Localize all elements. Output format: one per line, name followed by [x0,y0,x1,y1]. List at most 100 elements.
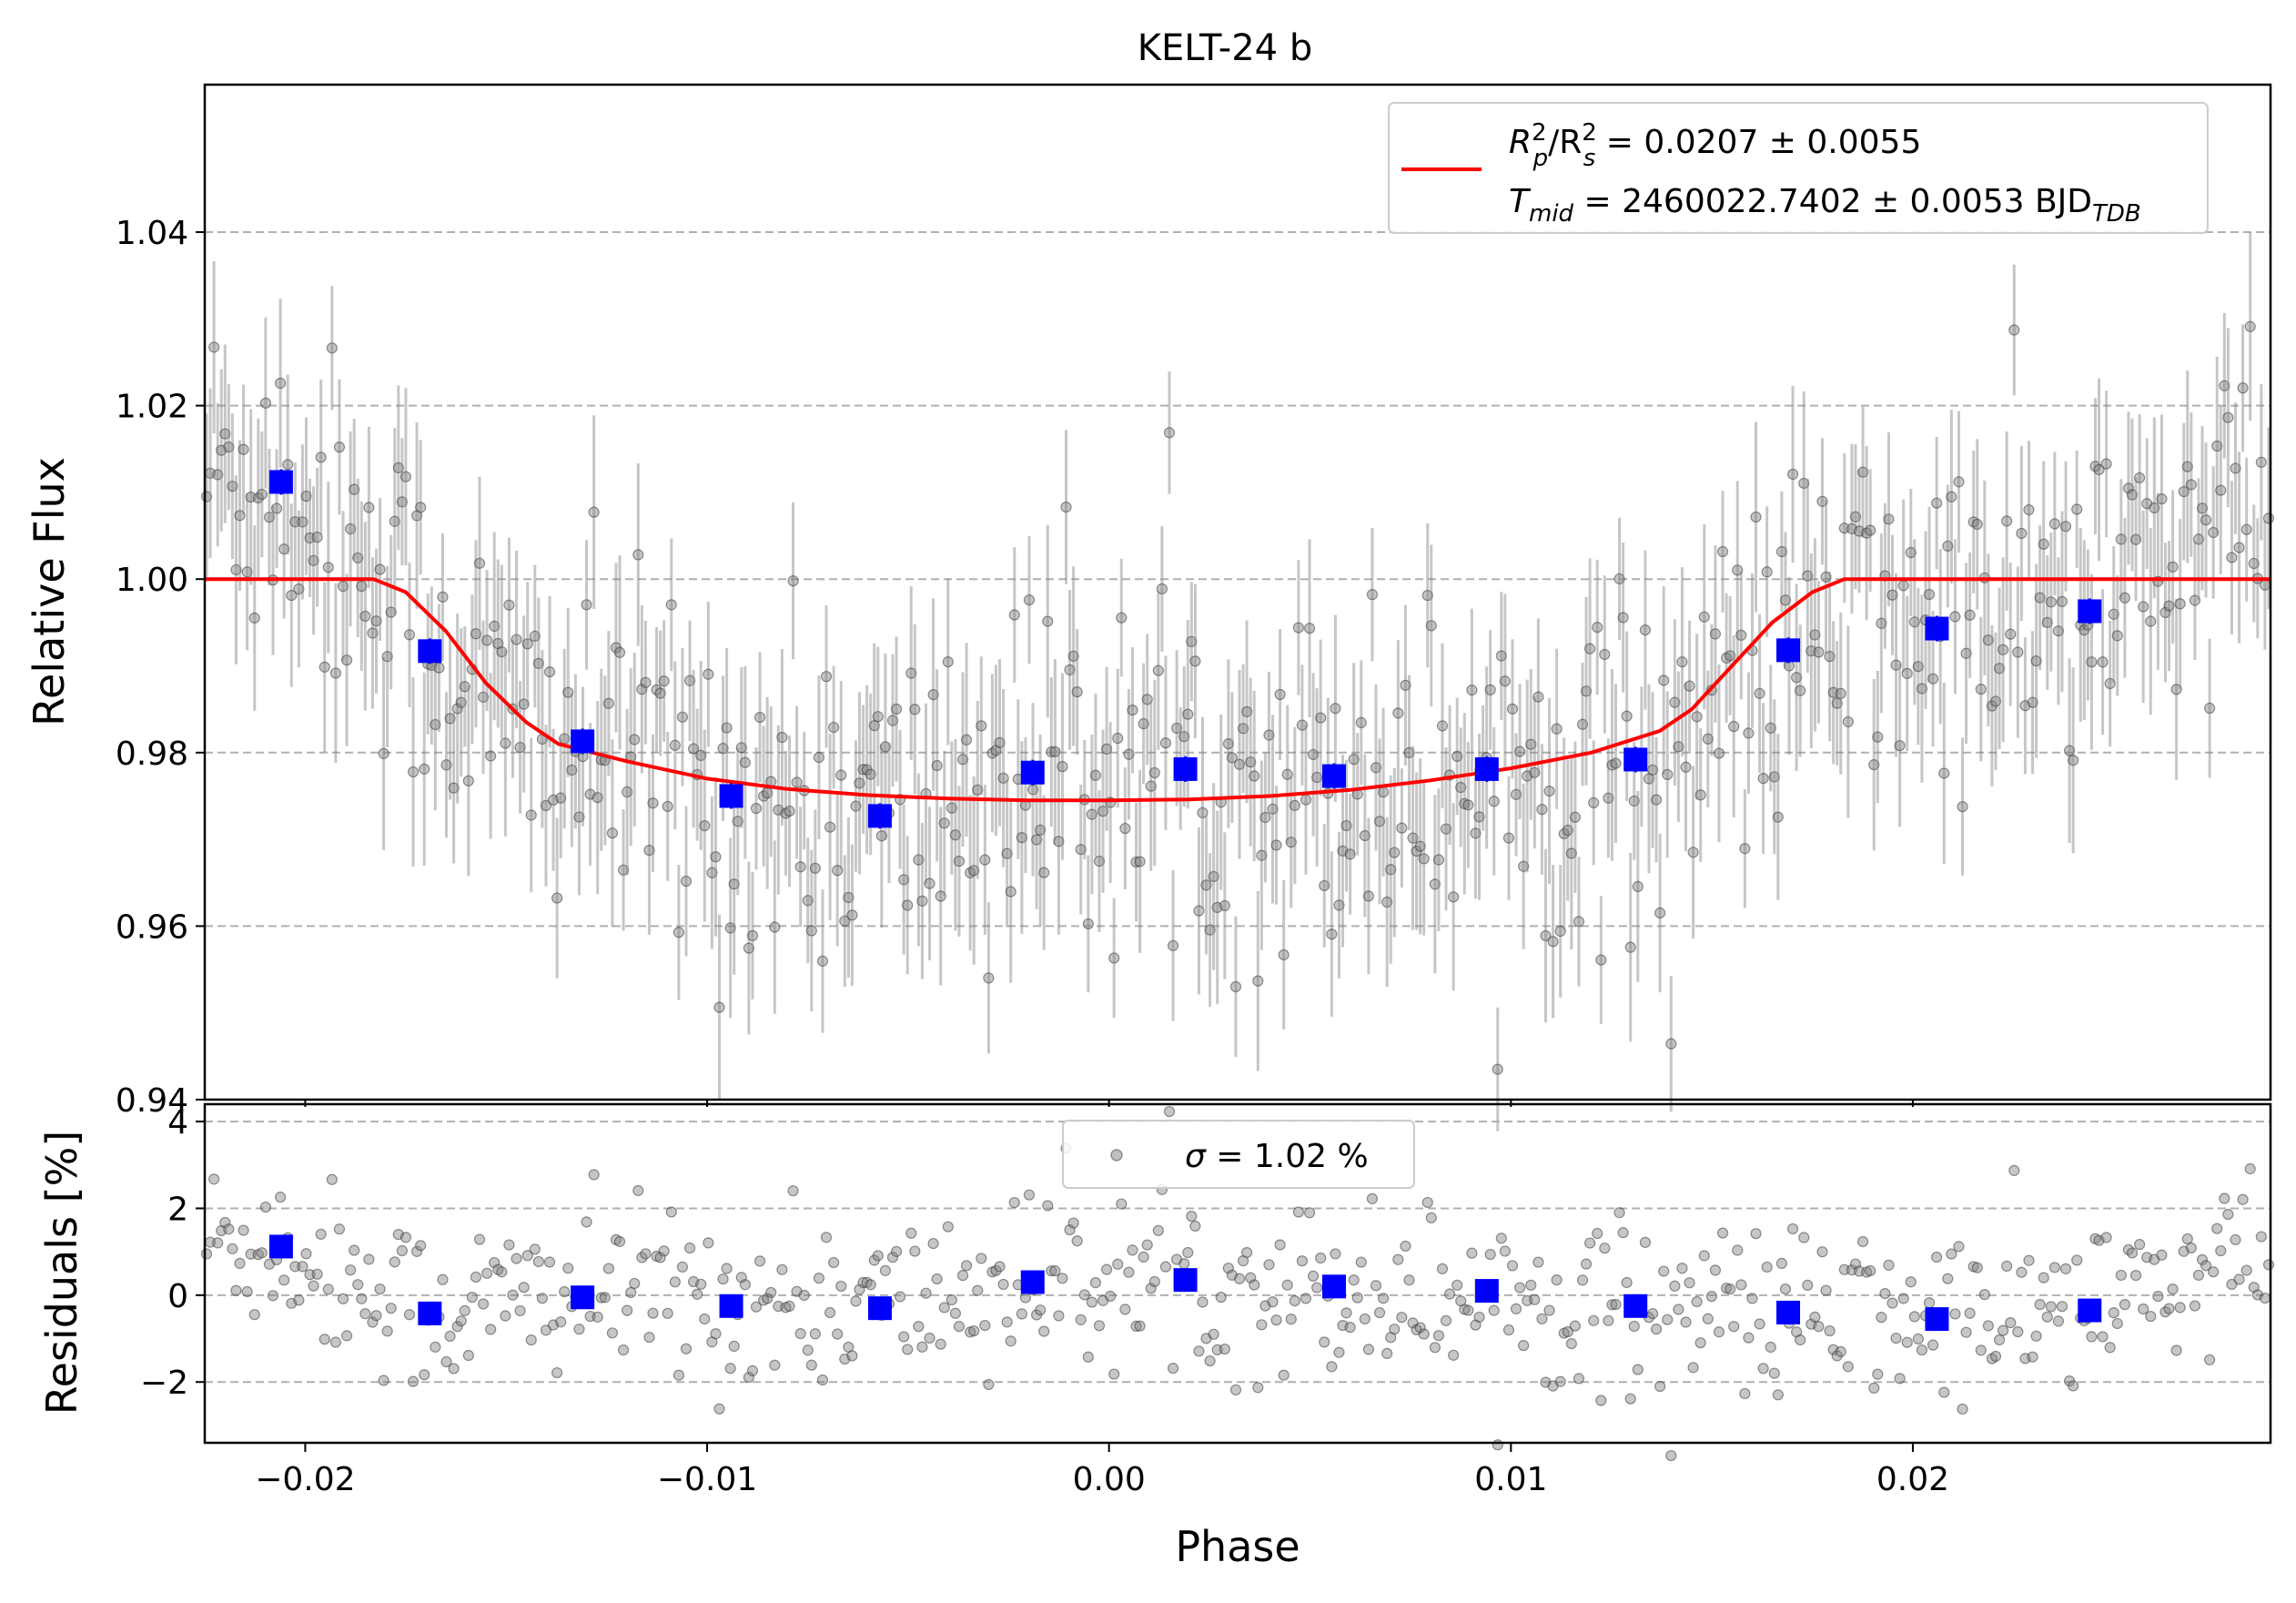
residual-point [1278,1369,1290,1381]
residual-point [1219,1343,1230,1355]
top-data-point [1573,916,1585,928]
residual-point [1311,1282,1323,1294]
residual-point [1606,1299,1618,1311]
top-data-point [2129,533,2142,545]
top-data-point [2233,542,2245,553]
top-data-point [1208,870,1219,883]
residual-point [1432,1330,1445,1342]
top-data-point [326,342,338,354]
residual-point [1938,1386,1950,1398]
top-data-point [319,661,330,673]
top-data-point [2059,521,2072,533]
residual-point [1448,1349,1460,1361]
legend-sigma-symbol: σ [1185,1138,1207,1175]
residual-point [640,1248,652,1260]
residual-point [1912,1333,1924,1344]
bottom-binned-point [1776,1300,1801,1324]
top-data-point [1908,616,1920,628]
residual-point [2152,1291,2164,1303]
residual-point [1307,1270,1320,1282]
top-data-point [1725,650,1736,662]
top-data-point [1123,748,1135,760]
residual-point [410,1245,423,1257]
top-data-point [1687,847,1699,858]
residual-point [1123,1266,1135,1278]
residual-point [1256,1319,1268,1331]
top-data-point [643,844,655,857]
top-data-point [1946,491,1957,502]
residual-point [466,1291,478,1304]
residual-point [894,1291,906,1303]
top-data-point [1049,746,1061,757]
residual-point [1414,1322,1426,1334]
residual-point [1178,1258,1190,1270]
top-data-point [983,972,995,984]
top-legend[interactable]: R2 p/R2 s = 0.0207 ± 0.0055 Tmid = 2460022… [1388,102,2209,234]
residual-point [931,1273,943,1285]
top-data-point [813,751,825,764]
residual-point [1270,1314,1282,1326]
residual-point [979,1319,991,1332]
legend-rp-rs-value: = 0.0207 ± 0.0055 [1595,124,1921,161]
residual-point [340,1330,353,1342]
top-data-point [1816,495,1828,507]
residual-point [1908,1311,1920,1323]
residual-point [378,1375,389,1386]
bottom-binned-point [867,1296,892,1321]
residual-point [1333,1346,1345,1358]
top-y-tick-label: 1.02 [116,389,188,426]
top-data-point [1883,513,1895,525]
top-data-point [1229,980,1242,993]
top-data-point [602,697,614,709]
top-data-point [459,681,470,693]
residual-point [1532,1256,1544,1268]
top-data-point [703,668,714,680]
top-data-point [1540,929,1552,942]
residual-point [721,1263,733,1274]
residual-point [746,1365,759,1376]
residual-point [743,1371,755,1384]
top-data-point [2181,461,2193,472]
residual-point [1713,1326,1725,1338]
top-data-point [865,768,876,780]
bottom-legend[interactable]: σ = 1.02 % [1062,1120,1415,1189]
residual-point [1355,1256,1367,1268]
bottom-x-tick-label: 0.00 [1073,1461,1146,1498]
residual-point [1856,1235,1869,1248]
residual-point [345,1264,357,1276]
top-data-point [1432,854,1445,866]
top-data-point [1820,571,1832,583]
residual-point [2138,1303,2149,1315]
residual-point [942,1221,954,1233]
top-data-point [2030,654,2042,667]
top-data-point [1624,941,1636,953]
top-data-point [573,811,585,823]
top-data-point [407,766,420,778]
bottom-raw-points [200,1105,2275,1462]
residual-point [329,1336,342,1348]
residual-point [551,1366,563,1379]
residual-point [625,1286,637,1299]
residual-point [333,1223,346,1235]
top-data-point [2240,523,2252,535]
residual-point [595,1292,607,1304]
top-data-point [374,563,386,575]
top-data-point [1348,754,1360,766]
top-data-point [1835,687,1846,699]
residual-point [935,1338,946,1350]
bottom-binned-point [2078,1298,2102,1323]
bottom-x-tick-label: −0.02 [255,1461,355,1498]
top-data-point [1359,829,1371,842]
top-data-point [784,805,795,817]
residual-point [913,1321,925,1333]
residual-point [886,1252,899,1263]
top-data-point [1053,836,1065,847]
residual-point [1824,1324,1836,1337]
residual-point [968,1324,980,1337]
residual-point [1639,1236,1652,1248]
residual-point [1993,1334,2006,1346]
residual-point [2115,1269,2127,1282]
residual-point [1019,1292,1032,1304]
top-data-point [935,890,946,902]
top-data-point [1300,794,1312,806]
